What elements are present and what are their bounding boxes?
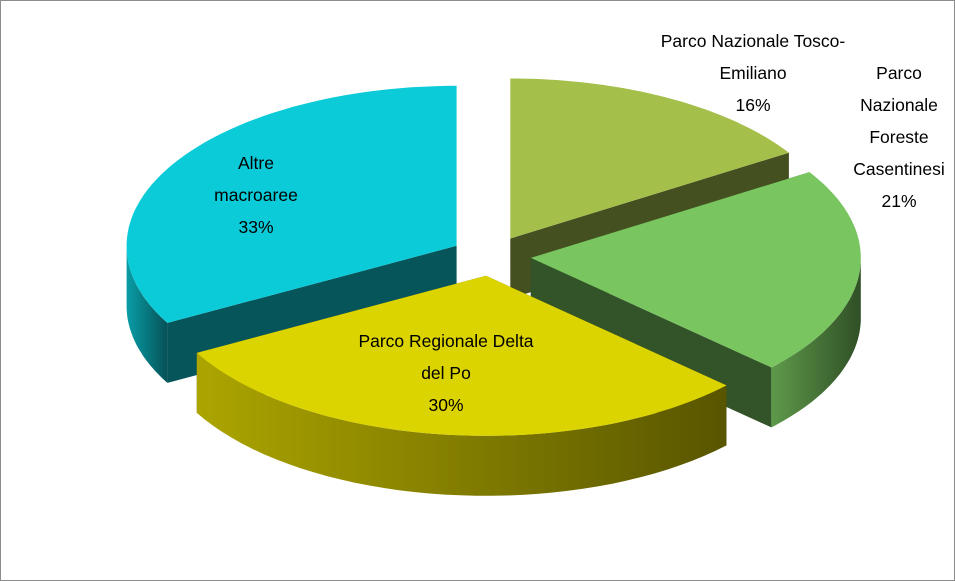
pie-slice [126, 85, 457, 323]
category-name: Parco Regionale Delta del Po [358, 331, 534, 383]
value-label: 33% [238, 217, 274, 237]
value-label: 21% [881, 191, 917, 211]
slice-label: Parco Nazionale Tosco-Emiliano 16% [658, 25, 848, 121]
slice-wall [771, 257, 861, 428]
pie-slice [530, 172, 861, 368]
category-name: Altre macroaree [214, 153, 298, 205]
pie-slice [196, 275, 727, 436]
pie-slice [510, 78, 789, 239]
slice-label: Parco Regionale Delta del Po 30% [351, 325, 541, 421]
value-label: 16% [735, 95, 771, 115]
slice-label: Altre macroaree 33% [196, 147, 316, 243]
category-name: Parco Nazionale Foreste Casentinesi [853, 63, 945, 179]
slice-label: Parco Nazionale Foreste Casentinesi 21% [844, 57, 954, 217]
category-name: Parco Nazionale Tosco-Emiliano [660, 31, 846, 83]
slice-wall [196, 352, 727, 496]
slice-wall [126, 245, 168, 383]
value-label: 30% [428, 395, 464, 415]
